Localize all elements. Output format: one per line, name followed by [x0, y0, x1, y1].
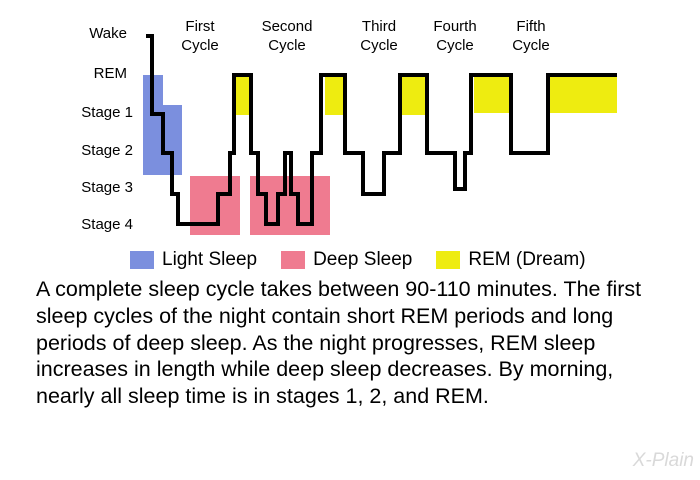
brand-watermark: X-Plain	[632, 450, 694, 471]
legend-item-deep-sleep: Deep Sleep	[281, 249, 412, 271]
legend-swatch-deep-sleep	[281, 251, 306, 269]
stage-label-stage-3: Stage 3	[81, 179, 133, 196]
stage-label-stage-2: Stage 2	[81, 142, 133, 159]
sleep-stage-line	[146, 34, 617, 226]
cycle-label-first-line2: Cycle	[181, 37, 219, 54]
legend-label-light-sleep: Light Sleep	[162, 249, 258, 270]
rem-region	[474, 75, 511, 113]
stage-label-wake: Wake	[89, 25, 127, 42]
light-sleep-regions	[143, 75, 182, 175]
cycle-label-second-line1: Second	[262, 18, 313, 35]
rem-region	[548, 75, 617, 113]
light-sleep-region	[163, 105, 182, 175]
cycle-label-third-line1: Third	[362, 18, 396, 35]
cycle-label-fifth-line2: Cycle	[512, 37, 550, 54]
rem-regions	[234, 75, 617, 115]
light-sleep-region	[143, 75, 163, 175]
deep-sleep-region	[190, 176, 240, 235]
cycle-label-first-line1: First	[185, 18, 215, 35]
legend-swatch-light-sleep	[130, 251, 154, 269]
cycle-label-fifth-line1: Fifth	[516, 18, 545, 35]
legend-swatch-rem	[436, 251, 461, 269]
caption-text: A complete sleep cycle takes between 90-…	[36, 277, 642, 409]
cycle-label-third-line2: Cycle	[360, 37, 398, 54]
rem-region	[234, 75, 251, 115]
sleep-cycle-diagram: Wake REM Stage 1 Stage 2 Stage 3 Stage 4…	[81, 18, 617, 235]
cycle-label-second-line2: Cycle	[268, 37, 306, 54]
stage-labels: Wake REM Stage 1 Stage 2 Stage 3 Stage 4	[81, 25, 133, 233]
legend-label-rem: REM (Dream)	[468, 249, 586, 270]
stage-label-stage-4: Stage 4	[81, 216, 133, 233]
rem-region	[325, 75, 346, 115]
stage-label-rem: REM	[94, 65, 127, 82]
legend-label-deep-sleep: Deep Sleep	[313, 249, 413, 270]
legend-item-rem: REM (Dream)	[436, 249, 586, 271]
stage-label-stage-1: Stage 1	[81, 104, 133, 121]
rem-region	[402, 75, 427, 115]
cycle-label-fourth-line2: Cycle	[436, 37, 474, 54]
cycle-labels: First Cycle Second Cycle Third Cycle Fou…	[181, 18, 550, 54]
legend-item-light-sleep: Light Sleep	[130, 249, 257, 271]
cycle-label-fourth-line1: Fourth	[433, 18, 476, 35]
legend: Light Sleep Deep Sleep REM (Dream)	[130, 249, 610, 271]
